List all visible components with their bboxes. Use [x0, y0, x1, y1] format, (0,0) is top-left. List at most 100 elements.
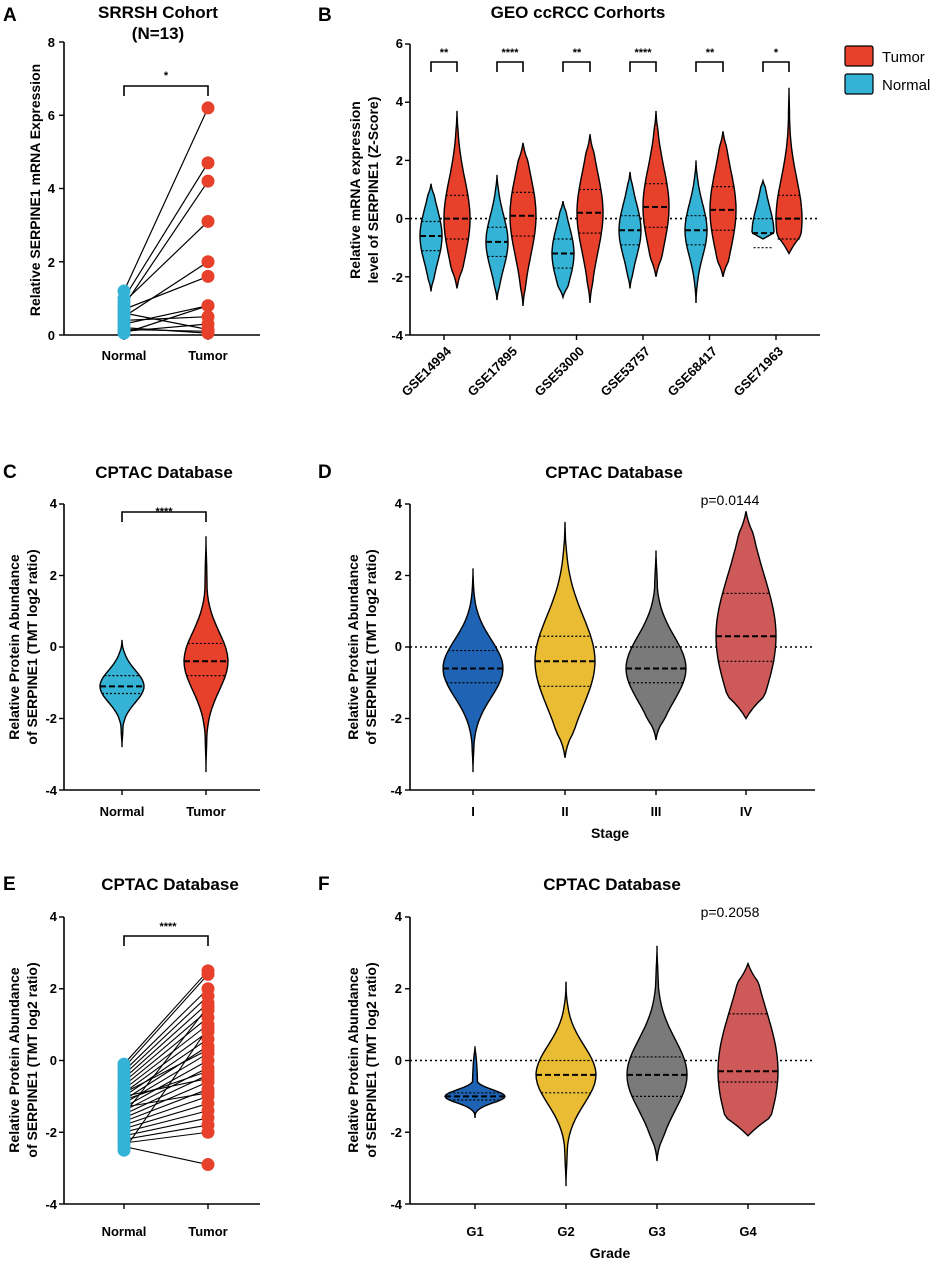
panel-b-ytick: -4: [391, 328, 403, 343]
panel-c-ytick: 2: [50, 568, 57, 583]
panel-f-pvalue: p=0.2058: [701, 904, 760, 920]
panel-c-ytick: 4: [50, 496, 58, 511]
panel-d-xtick: II: [561, 804, 568, 819]
panel-b-significance: **: [706, 47, 715, 59]
panel-e-pair-line: [123, 974, 209, 1069]
panel-f-xtick: G4: [739, 1224, 757, 1239]
panel-c-ytick: -4: [45, 783, 57, 798]
panel-a-pair-line: [123, 180, 209, 307]
panel-a-label: A: [3, 5, 17, 26]
panel-a-ytick: 2: [48, 255, 55, 270]
panel-e-pair-line: [123, 1103, 209, 1130]
legend-normal-swatch: [844, 73, 874, 95]
panel-a-xtick: Tumor: [188, 348, 227, 363]
panel-b-normal-violin: [751, 178, 775, 240]
panel-c: C CPTAC Database Relative Protein Abunda…: [3, 462, 260, 819]
panel-e-tumor-point: [201, 1000, 215, 1014]
panel-a-ytick: 6: [48, 108, 55, 123]
panel-e: E CPTAC Database Relative Protein Abunda…: [3, 874, 260, 1239]
panel-a-tumor-point: [201, 324, 215, 338]
panel-e-pair-line: [123, 1009, 209, 1083]
panel-d-xtick: I: [471, 804, 475, 819]
panel-b-title: GEO ccRCC Corhorts: [491, 3, 666, 22]
panel-c-label: C: [3, 462, 17, 483]
panel-c-bracket: [121, 511, 207, 522]
panel-b-bracket: [496, 61, 524, 72]
panel-d-pvalue: p=0.0144: [701, 492, 760, 508]
panel-a-ytick: 0: [48, 328, 55, 343]
panel-e-pair-line: [123, 1006, 209, 1115]
panel-e-pair-line: [123, 1027, 209, 1151]
panel-c-title: CPTAC Database: [95, 463, 233, 482]
legend-normal-label: Normal: [882, 77, 930, 94]
panel-e-pair-line: [123, 995, 209, 1076]
panel-e-pair-line: [123, 1124, 209, 1140]
panel-f-ytick: -4: [390, 1197, 402, 1212]
panel-f-ytick: 4: [395, 909, 403, 924]
panel-a-ytick: 8: [48, 35, 55, 50]
panel-d-ytick: -4: [390, 783, 402, 798]
panel-f-xtick: G1: [466, 1224, 483, 1239]
panel-a-title: SRRSH Cohort: [98, 3, 218, 22]
panel-d-ytick: 0: [395, 639, 402, 654]
panel-d-violin: [442, 568, 504, 773]
panel-b-bracket: [629, 61, 657, 72]
panel-f-label: F: [318, 874, 330, 895]
panel-b-significance: **: [440, 47, 449, 59]
panel-a-normal-point: [117, 306, 131, 320]
panel-d: D CPTAC Database p=0.0144 Relative Prote…: [318, 462, 815, 841]
panel-a-ylabel: Relative SERPINE1 mRNA Expression: [27, 64, 43, 316]
panel-e-pair-line: [123, 1146, 209, 1166]
panel-a-pair-line: [123, 305, 209, 325]
panel-c-ylabel-line1: Relative Protein Abundance: [6, 554, 22, 740]
panel-b: B GEO ccRCC Corhorts Relative mRNA expre…: [318, 3, 930, 399]
panel-e-bracket: [123, 935, 209, 946]
panel-e-tumor-point: [201, 1125, 215, 1139]
panel-b-significance: *: [774, 47, 779, 59]
panel-e-xtick: Tumor: [188, 1224, 227, 1239]
panel-f-violin: [535, 981, 597, 1187]
panel-e-pair-line: [123, 1049, 209, 1094]
panel-f: F CPTAC Database p=0.2058 Relative Prote…: [318, 874, 815, 1261]
panel-e-significance: ****: [159, 921, 177, 933]
panel-b-ytick: 0: [396, 211, 403, 226]
panel-b-significance: **: [573, 47, 582, 59]
legend-tumor-label: Tumor: [882, 49, 925, 66]
panel-d-violin: [625, 550, 687, 741]
panel-a-normal-point: [117, 323, 131, 337]
panel-a-tumor-point: [201, 101, 215, 115]
panel-d-ylabel-line1: Relative Protein Abundance: [345, 554, 361, 740]
panel-e-pair-line: [123, 1092, 209, 1108]
panel-e-title: CPTAC Database: [101, 875, 239, 894]
panel-e-tumor-point: [201, 1071, 215, 1085]
panel-f-xtick: G3: [648, 1224, 665, 1239]
panel-a-ytick: 4: [48, 181, 56, 196]
panel-a-pair-line: [123, 221, 209, 303]
panel-e-normal-point: [117, 1143, 131, 1157]
panel-d-violin: [534, 521, 596, 758]
panel-d-xlabel: Stage: [591, 825, 629, 841]
panel-b-ytick: 4: [396, 94, 404, 109]
panel-c-xtick: Normal: [100, 804, 145, 819]
panel-b-xtick: GSE17895: [465, 344, 521, 400]
panel-b-tumor-violin: [642, 110, 670, 277]
panel-e-ylabel-line2: of SERPINE1 (TMT log2 ratio): [24, 962, 40, 1157]
panel-e-ytick: -4: [45, 1197, 57, 1212]
panel-e-pair-line: [123, 970, 209, 1065]
panel-b-significance: ****: [501, 47, 519, 59]
panel-e-ytick: -2: [45, 1125, 57, 1140]
panel-a-pair-line: [123, 162, 209, 299]
panel-c-ytick: -2: [45, 711, 57, 726]
panel-b-ytick: 2: [396, 153, 403, 168]
panel-e-pair-line: [123, 1024, 209, 1090]
panel-e-pair-line: [123, 988, 209, 1072]
panel-e-tumor-point: [201, 1043, 215, 1057]
panel-a-tumor-point: [201, 255, 215, 269]
panel-d-xtick: IV: [740, 804, 753, 819]
panel-b-label: B: [318, 5, 332, 26]
panel-a-pair-line: [123, 107, 209, 292]
panel-b-significance: ****: [634, 47, 652, 59]
panel-f-ytick: 2: [395, 981, 402, 996]
panel-a-significance: *: [164, 70, 169, 82]
